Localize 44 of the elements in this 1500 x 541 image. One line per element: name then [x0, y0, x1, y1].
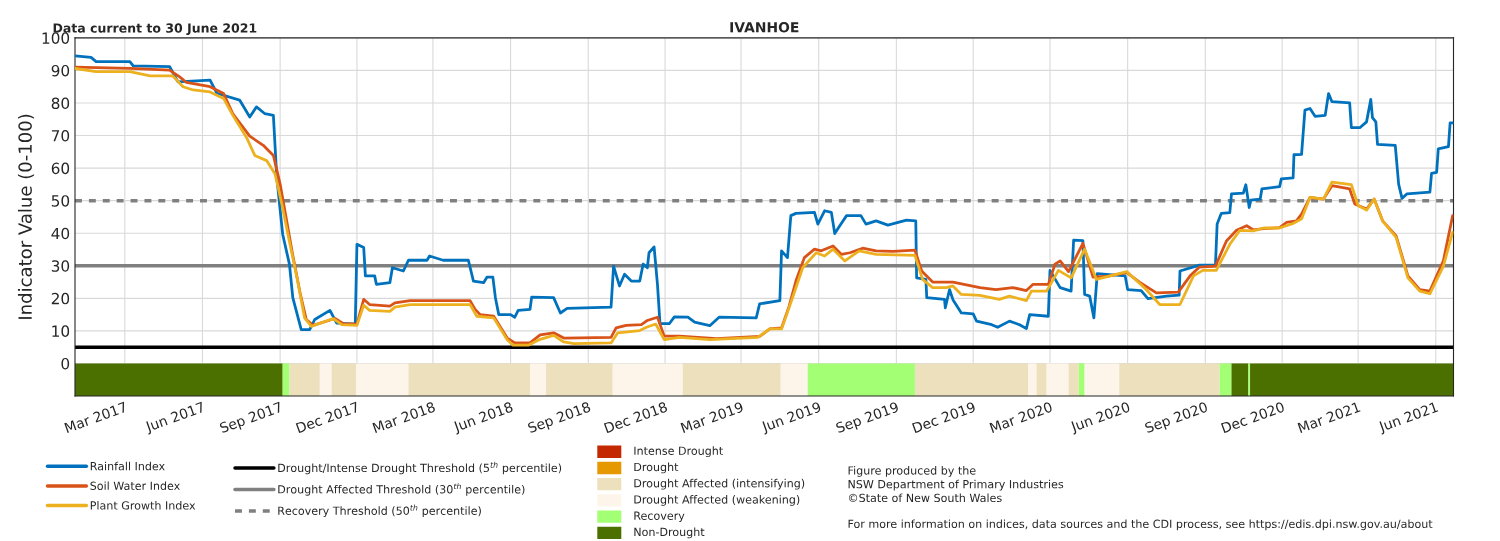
category-label: Recovery: [634, 511, 685, 523]
legend-label: Drought Affected Threshold (30$^{th}$ percentile): [278, 483, 525, 496]
chart-title: IVANHOE: [730, 22, 799, 33]
x-tick-label: Dec 2018: [603, 401, 668, 434]
category-label: Drought Affected (weakening): [634, 495, 800, 506]
category-label: Drought Affected (intensifying): [634, 478, 805, 490]
y-tick-label: 40: [51, 227, 70, 240]
x-tick-label: Sep 2017: [219, 401, 284, 436]
legend-label: Soil Water Index: [90, 481, 180, 490]
x-tick-label: Mar 2019: [680, 401, 744, 434]
y-tick-label: 0: [61, 357, 70, 370]
x-tick-label: Mar 2017: [64, 401, 128, 434]
text: Figure produced by the NSW Department of Primary Industries ©State of New South Wales: [848, 466, 1064, 503]
x-tick-label: Sep 2018: [527, 401, 592, 436]
x-tick-label: Mar 2021: [1297, 401, 1361, 434]
x-tick-label: Jun 2021: [1377, 401, 1440, 435]
y-tick-label: 50: [51, 195, 70, 207]
y-tick-label: 10: [52, 325, 70, 337]
y-tick-label: 70: [51, 130, 70, 142]
legend-label: Rainfall Index: [90, 461, 165, 471]
y-tick-label: 60: [51, 162, 70, 175]
legend-label: Plant Growth Index: [90, 501, 196, 510]
x-tick-label: Mar 2018: [372, 401, 436, 434]
x-tick-label: Jun 2019: [760, 401, 823, 435]
category-label: Drought: [634, 462, 679, 474]
x-tick-label: Dec 2019: [911, 401, 976, 434]
x-tick-label: Dec 2020: [1220, 401, 1285, 434]
legend-label: Drought/Intense Drought Threshold (5$^{th}$ percentile): [278, 461, 562, 475]
y-tick-label: 20: [51, 292, 70, 305]
x-tick-label: Dec 2017: [295, 401, 360, 434]
y-tick-label: 30: [51, 260, 70, 272]
x-tick-label: Jun 2018: [452, 401, 515, 435]
category-label: Intense Drought: [634, 446, 723, 458]
y-tick-label: 80: [51, 97, 70, 110]
text: For more information on indices, data sources and the CDI process, see https://edis.dpi.nsw.gov.au/about: [848, 519, 1433, 531]
x-tick-label: Mar 2020: [989, 401, 1053, 434]
x-tick-label: Jun 2020: [1069, 401, 1132, 435]
x-tick-label: Sep 2020: [1144, 401, 1210, 436]
x-tick-label: Jun 2017: [144, 401, 206, 435]
category-label: Non-Drought: [634, 527, 705, 539]
y-tick-label: 90: [51, 64, 70, 77]
x-tick-label: Sep 2019: [835, 401, 901, 436]
y-axis-title: Indicator Value (0-100): [17, 114, 35, 319]
legend-label: Recovery Threshold (50$^{th}$ percentile): [278, 504, 481, 518]
